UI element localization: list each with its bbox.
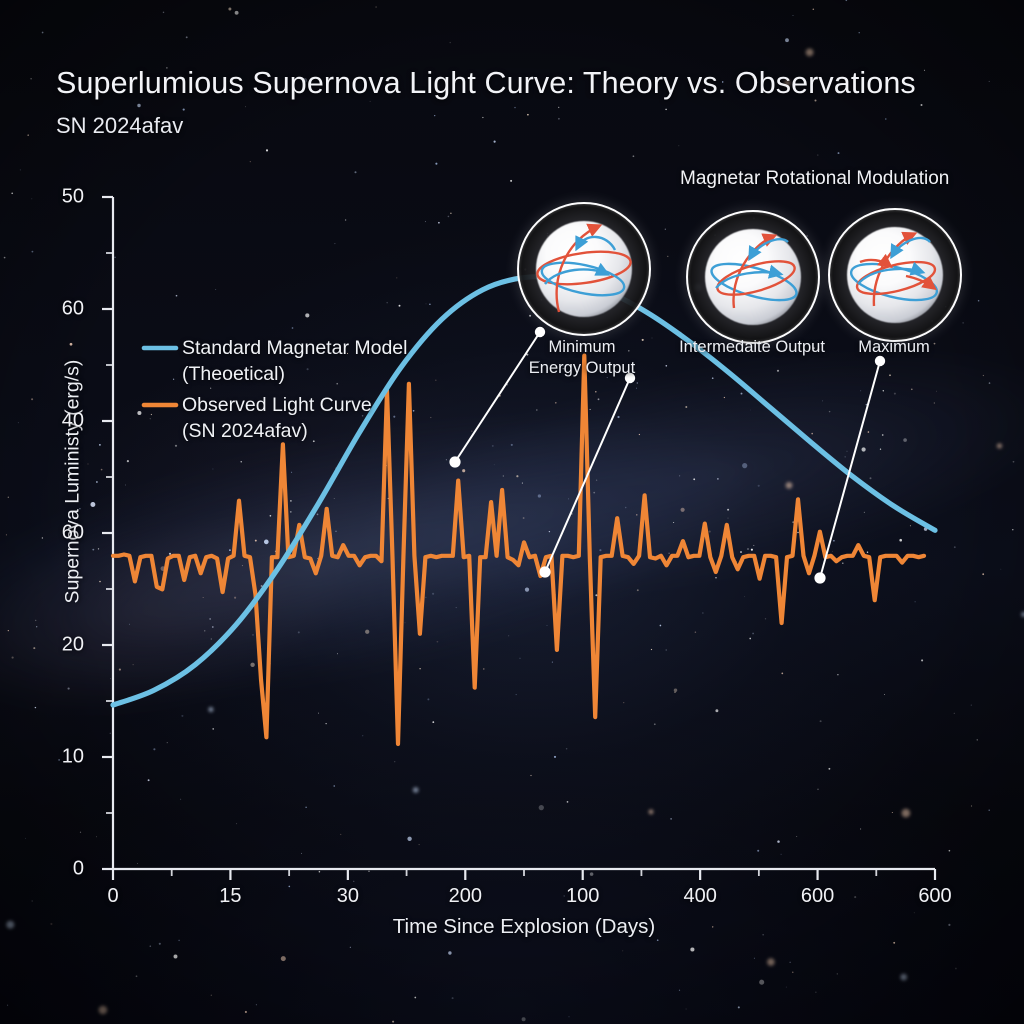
legend-item-theory-label: Standard Magnetar Model (Theoetical) (182, 335, 407, 387)
annotation-leader-maximum (819, 360, 881, 579)
y-tick-label: 40 (61, 409, 84, 432)
y-tick-label: 50 (61, 185, 84, 208)
x-tick-label: 400 (683, 885, 717, 907)
legend-label-0: Standard Magnetar Model (182, 337, 408, 359)
y-tick-label: 20 (61, 633, 84, 656)
annotation-leader-minimum-anchor (449, 456, 461, 468)
x-tick-label: 600 (800, 885, 835, 907)
inset-caption-maximum-line1: Maximum (858, 338, 930, 356)
page-subtitle: SN 2024afav (56, 113, 184, 138)
magnetar-inset-intermediate (686, 210, 820, 344)
inset-caption-intermediate: Intermedaite Output (666, 337, 838, 358)
legend-sublabel-0: (Theoetical) (182, 363, 285, 385)
annotation-leader-intermediate (544, 377, 631, 573)
legend-sublabel-1: (SN 2024afav) (182, 420, 308, 442)
y-tick-label: 0 (72, 857, 84, 880)
y-tick-label: 60 (61, 521, 84, 544)
magnetar-inset-minimum (517, 202, 651, 336)
x-tick-label: 30 (336, 885, 359, 907)
neutron-star-sphere-icon (847, 227, 943, 323)
y-axis-title: Supernova Luministy (erg/s) (61, 359, 84, 604)
x-tick-label: 15 (219, 885, 242, 907)
y-tick-label: 60 (61, 297, 84, 320)
inset-caption-intermediate-line1: Intermedaite Output (679, 338, 825, 356)
rotation-arrows-icon (536, 223, 632, 313)
neutron-star-sphere-icon (705, 229, 801, 325)
rotation-arrows-icon (710, 233, 798, 309)
inset-caption-minimum-line1: Minimum (548, 338, 616, 356)
page-title: Superlumious Supernova Light Curve: Theo… (56, 66, 916, 100)
inset-group-title: Magnetar Rotational Modulation (680, 168, 950, 189)
inset-caption-maximum: Maximum (834, 337, 954, 358)
x-axis-title: Time Since Explosion (Days) (392, 915, 656, 938)
y-tick-label: 10 (61, 745, 84, 768)
annotation-leader-minimum (454, 331, 541, 463)
legend-label-1: Observed Light Curve (182, 394, 372, 416)
x-tick-label: 600 (918, 885, 952, 907)
annotation-leader-minimum-head (534, 326, 546, 338)
annotation-leader-intermediate-head (624, 372, 636, 384)
annotation-leader-intermediate-anchor (539, 566, 551, 578)
x-tick-label: 200 (448, 885, 482, 907)
theory-magnetar-model-line (110, 274, 938, 708)
x-tick-label: 0 (107, 885, 119, 907)
magnetar-inset-maximum (828, 208, 962, 342)
inset-caption-minimum-line2: Energy Output (528, 359, 636, 377)
observed-light-curve-line (110, 353, 927, 747)
legend-item-observed-label: Observed Light Curve (SN 2024afav) (182, 392, 372, 444)
annotation-leader-maximum-anchor (814, 572, 826, 584)
rotation-arrows-icon (849, 231, 939, 307)
x-tick-label: 100 (566, 885, 600, 907)
annotation-leader-maximum-head (874, 355, 886, 367)
inset-caption-minimum: Minimum Energy Output (512, 337, 652, 379)
